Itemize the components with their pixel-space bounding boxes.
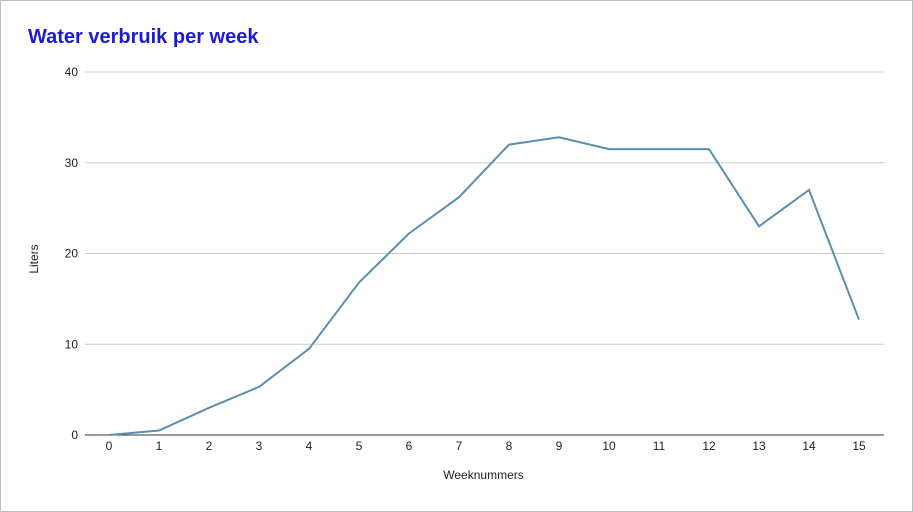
y-tick-label: 20 [65,247,79,261]
x-tick-label: 4 [306,439,313,453]
x-tick-label: 2 [206,439,213,453]
x-tick-label: 8 [506,439,513,453]
y-tick-label: 40 [65,65,79,79]
y-tick-label: 30 [65,156,79,170]
y-axis-title: Liters [27,244,41,273]
y-axis-ticks: 0 10 20 30 40 [65,65,79,442]
x-tick-label: 6 [406,439,413,453]
y-tick-label: 10 [65,337,79,351]
x-tick-label: 0 [106,439,113,453]
series-line [108,136,860,436]
x-tick-label: 7 [456,439,463,453]
x-tick-label: 10 [602,439,616,453]
x-tick-label: 14 [802,439,816,453]
x-axis-ticks: 0 1 2 3 4 5 6 7 8 9 10 11 12 13 14 15 [106,439,866,453]
x-tick-label: 15 [852,439,866,453]
gridlines [85,71,884,345]
x-tick-label: 13 [752,439,766,453]
x-tick-label: 11 [653,439,666,453]
x-axis-title: Weeknummers [443,468,523,482]
x-tick-label: 3 [256,439,263,453]
x-tick-label: 12 [702,439,716,453]
x-tick-label: 5 [356,439,363,453]
y-tick-label: 0 [71,428,78,442]
x-tick-label: 1 [156,439,163,453]
x-tick-label: 9 [556,439,563,453]
chart-title: Water verbruik per week [28,26,259,48]
